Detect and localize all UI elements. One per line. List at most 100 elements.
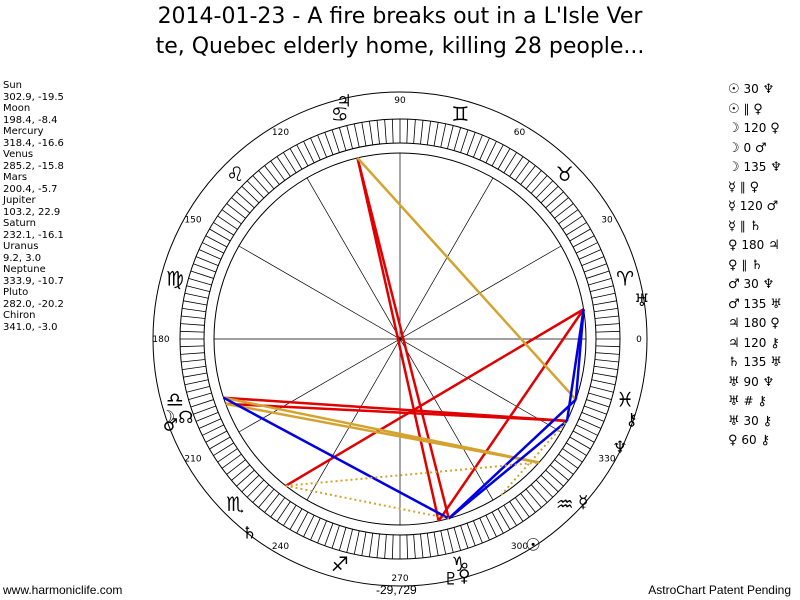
degree-tick bbox=[592, 300, 617, 306]
degree-tick bbox=[562, 448, 583, 463]
house-spoke bbox=[238, 245, 562, 433]
chart-title-line-1: 2014-01-23 - A fire breaks out in a L'Is… bbox=[157, 4, 643, 29]
degree-tick bbox=[594, 307, 618, 313]
degree-tick bbox=[509, 156, 524, 177]
aspect-planet-2: ⚷ bbox=[760, 433, 770, 448]
degree-tick bbox=[558, 453, 579, 469]
degree-tick bbox=[584, 263, 607, 273]
degree-tick bbox=[549, 464, 569, 481]
aspect-line bbox=[447, 398, 577, 520]
degree-label: 300 bbox=[511, 542, 528, 552]
degree-tick bbox=[193, 263, 216, 273]
degree-tick bbox=[503, 505, 517, 526]
degree-tick bbox=[338, 527, 347, 551]
degree-tick bbox=[289, 508, 303, 530]
degree-tick bbox=[184, 292, 209, 299]
degree-tick bbox=[353, 123, 360, 148]
degree-tick bbox=[586, 270, 610, 279]
degree-tick bbox=[198, 418, 222, 429]
aspect-planet-2: ⚷ bbox=[762, 413, 773, 429]
degree-tick bbox=[213, 442, 234, 456]
planet-coords: 318.4, -16.6 bbox=[3, 137, 64, 149]
degree-tick bbox=[180, 345, 205, 348]
aspect-line bbox=[437, 308, 585, 522]
degree-tick bbox=[186, 386, 210, 393]
degree-tick bbox=[581, 256, 605, 266]
aspect-angle: 30 bbox=[739, 277, 763, 291]
degree-tick bbox=[514, 160, 530, 181]
degree-tick bbox=[453, 527, 462, 551]
degree-tick bbox=[303, 141, 315, 164]
degree-tick bbox=[595, 345, 620, 348]
degree-tick bbox=[520, 493, 536, 513]
aspect-angle: ∥ bbox=[739, 101, 754, 116]
aspect-angle: ∥ bbox=[735, 218, 750, 233]
degree-tick bbox=[252, 175, 270, 194]
planet-name: Mars bbox=[3, 172, 28, 183]
degree-label: 0 bbox=[636, 335, 642, 345]
aspect-planet-2: ♄ bbox=[751, 257, 763, 273]
degree-tick bbox=[594, 365, 618, 371]
planet-name: Mercury bbox=[3, 126, 44, 137]
degree-tick bbox=[535, 180, 554, 199]
degree-tick bbox=[420, 120, 424, 145]
degree-tick bbox=[346, 529, 353, 553]
planet-name: Sun bbox=[3, 80, 23, 91]
degree-tick bbox=[231, 464, 251, 481]
degree-tick bbox=[595, 352, 620, 355]
zodiac-sign-glyph: ♐ bbox=[331, 552, 349, 576]
planet-name: Venus bbox=[3, 149, 34, 160]
planet-glyph: ♄ bbox=[242, 523, 257, 543]
aspect-angle: 180 bbox=[737, 238, 769, 252]
degree-tick bbox=[270, 497, 286, 518]
chart-title-line-2: te, Quebec elderly home, killing 28 peop… bbox=[155, 34, 645, 59]
planet-coords: 302.9, -19.5 bbox=[3, 91, 64, 103]
degree-tick bbox=[572, 235, 595, 248]
degree-tick bbox=[595, 330, 620, 333]
degree-tick bbox=[413, 119, 416, 144]
aspect-angle: 135 bbox=[739, 296, 771, 311]
aspect-planet-1: ☉ bbox=[728, 82, 740, 97]
degree-tick bbox=[190, 399, 214, 408]
degree-tick bbox=[460, 525, 469, 549]
aspect-planet-2: ♆ bbox=[762, 277, 775, 292]
aspect-angle: 30 bbox=[739, 413, 763, 428]
aspect-angle: 120 bbox=[735, 199, 767, 213]
degree-tick bbox=[485, 514, 497, 537]
degree-tick bbox=[180, 323, 205, 326]
degree-tick bbox=[466, 523, 476, 546]
planet-coords: 103.2, 22.9 bbox=[3, 206, 61, 218]
aspect-planet-2: ♀ bbox=[770, 316, 780, 331]
planet-coords: 333.9, -10.7 bbox=[3, 275, 64, 287]
degree-tick bbox=[525, 488, 542, 508]
planet-name: Chiron bbox=[3, 310, 36, 321]
degree-tick bbox=[264, 165, 280, 185]
planet-coords: 285.2, -15.8 bbox=[3, 160, 64, 172]
degree-tick bbox=[584, 405, 607, 415]
degree-tick bbox=[453, 127, 462, 151]
planet-glyph: ☿ bbox=[578, 493, 588, 513]
degree-label: 90 bbox=[394, 96, 406, 106]
degree-tick bbox=[384, 534, 387, 559]
degree-tick bbox=[479, 517, 490, 541]
aspect-planet-1: ☽ bbox=[728, 140, 740, 156]
degree-tick bbox=[545, 469, 564, 487]
aspect-row: ☉ ∥ ♀ bbox=[728, 100, 798, 120]
degree-tick bbox=[303, 514, 315, 537]
degree-tick bbox=[310, 517, 321, 541]
aspect-line bbox=[223, 396, 540, 464]
outer-circle bbox=[152, 91, 648, 587]
degree-tick bbox=[205, 235, 228, 248]
aspect-planet-2: ⚷ bbox=[770, 335, 780, 351]
footer-website: www.harmoniclife.com bbox=[3, 583, 123, 597]
degree-tick bbox=[581, 412, 605, 422]
zodiac-sign-glyph: ♓ bbox=[616, 387, 634, 411]
degree-tick bbox=[184, 379, 209, 386]
degree-tick bbox=[466, 132, 476, 155]
zodiac-sign-glyph: ♈ bbox=[616, 267, 634, 291]
degree-tick bbox=[554, 459, 574, 475]
degree-tick bbox=[226, 203, 246, 219]
zodiac-sign-glyph: ♌ bbox=[226, 162, 244, 186]
aspect-planet-1: ☿ bbox=[728, 179, 736, 195]
